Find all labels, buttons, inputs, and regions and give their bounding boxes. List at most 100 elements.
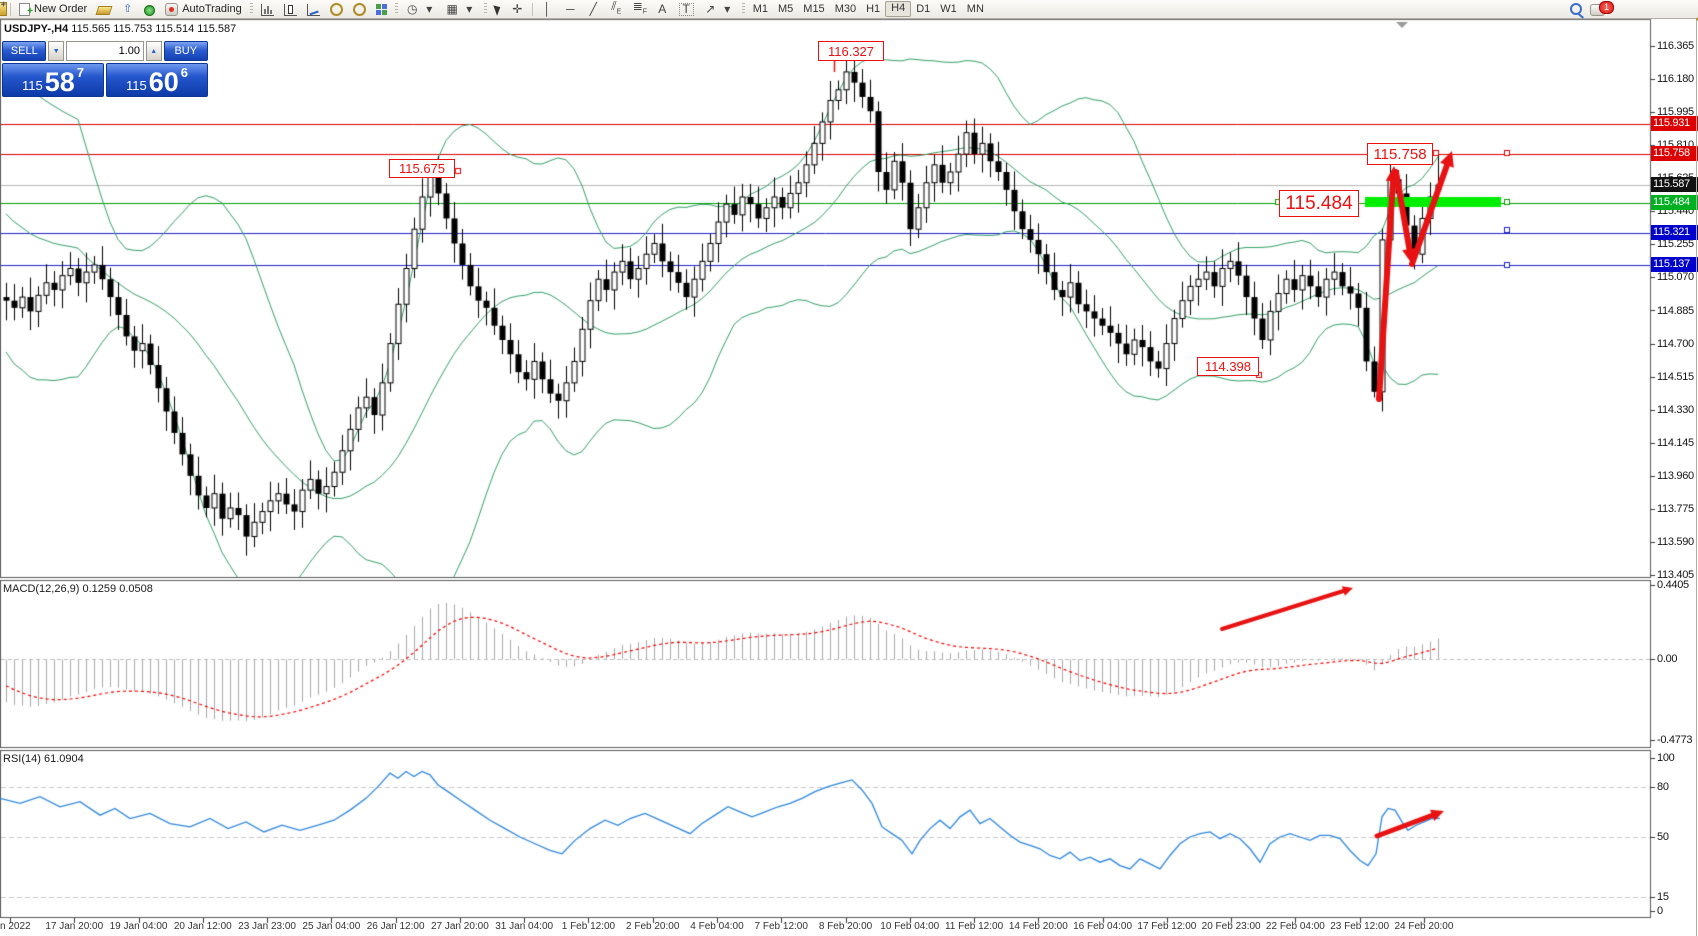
equidistant-channel-icon: ⫽E <box>611 0 622 16</box>
one-click-trading-panel: SELL ▼ ▲ BUY 115 58 7 115 60 6 <box>2 41 208 97</box>
rsi-axis-label: 80 <box>1657 781 1669 793</box>
price-level-badge: 115.321 <box>1651 224 1698 240</box>
volume-decrease-stepper[interactable]: ▼ <box>48 41 64 61</box>
sell-price-panel[interactable]: 115 58 7 <box>2 63 104 97</box>
clock-icon: ◷ <box>406 1 418 16</box>
fibonacci-tool[interactable]: ≣F <box>628 0 651 17</box>
timeframe-button-m5[interactable]: M5 <box>778 3 794 15</box>
timeframe-button-mn[interactable]: MN <box>966 3 984 15</box>
channel-tool[interactable]: ⫽E <box>605 0 628 17</box>
trendline-tool[interactable]: ╱ <box>582 1 605 17</box>
price-annotation-box[interactable]: 115.675 <box>389 159 455 178</box>
time-tick: 17 Feb 12:00 <box>1137 921 1197 932</box>
buy-price-panel[interactable]: 115 60 6 <box>106 63 208 97</box>
template-chart-icon: ▦ <box>446 1 458 16</box>
volume-input[interactable] <box>66 41 144 61</box>
deposit-button[interactable] <box>92 1 116 17</box>
time-tick: 14 Feb 20:00 <box>1008 921 1068 932</box>
toolbar-grip[interactable] <box>249 3 253 15</box>
buy-button[interactable]: BUY <box>163 41 208 61</box>
price-tick: 113.590 <box>1657 535 1694 548</box>
macd-axis-label: -0.4773 <box>1657 734 1693 746</box>
time-tick: 25 Jan 04:00 <box>302 921 361 932</box>
templates-dropdown[interactable]: ▦ ▾ <box>441 1 481 17</box>
macd-axis-label: 0.4405 <box>1657 579 1689 591</box>
toolbar-grip[interactable] <box>483 3 487 15</box>
price-tick: 114.330 <box>1657 403 1694 416</box>
text-label-tool[interactable]: T <box>674 1 699 17</box>
timeframe-button-w1[interactable]: W1 <box>940 3 957 15</box>
time-tick: 4 Feb 04:00 <box>690 921 744 932</box>
price-tick: 115.070 <box>1657 271 1694 284</box>
clipped-toolbar-icon[interactable] <box>0 2 7 16</box>
vertical-line-icon: │ <box>543 1 551 16</box>
time-tick: 16 Feb 04:00 <box>1073 921 1133 932</box>
quote-line: USDJPY-,H4 115.565 115.753 115.514 115.5… <box>4 23 236 35</box>
toolbar-grip[interactable] <box>741 3 745 15</box>
price-tick: 116.365 <box>1657 40 1694 52</box>
buy-price-figure: 115 <box>125 78 147 93</box>
timeframe-button-d1[interactable]: D1 <box>916 3 931 15</box>
price-annotation-box[interactable]: 116.327 <box>818 41 884 61</box>
price-annotation-box[interactable]: 114.398 <box>1197 357 1259 376</box>
timeframe-button-m15[interactable]: M15 <box>803 3 825 15</box>
price-tick: 114.700 <box>1657 337 1694 350</box>
timeframe-button-h1[interactable]: H1 <box>866 3 881 15</box>
macd-label: MACD(12,26,9) 0.1259 0.0508 <box>3 583 153 595</box>
rsi-label: RSI(14) 61.0904 <box>3 753 84 765</box>
crosshair-tool-button[interactable]: ✛ <box>506 1 529 17</box>
time-tick: 17 Jan 20:00 <box>45 921 104 932</box>
toolbar-separator <box>531 2 533 16</box>
cursor-tool-button[interactable] <box>490 1 506 17</box>
timeframe-button-h4[interactable]: H4 <box>885 1 912 17</box>
bar-chart-button[interactable] <box>256 1 279 17</box>
tile-windows-icon <box>375 4 387 15</box>
zoom-out-icon: - <box>1 0 1698 23</box>
signal-icon <box>144 4 156 16</box>
autotrading-icon <box>165 3 179 16</box>
price-tick: 113.960 <box>1657 469 1694 482</box>
search-icon[interactable] <box>1570 3 1584 19</box>
sell-button[interactable]: SELL <box>2 41 47 61</box>
rsi-axis-label: 15 <box>1657 891 1669 903</box>
arrows-tool-dropdown[interactable]: ↗ ▾ <box>699 1 739 17</box>
sell-price-figure: 115 <box>21 78 43 93</box>
toolbar-grip[interactable] <box>394 3 398 15</box>
publish-button[interactable]: ⇧ <box>116 1 139 17</box>
timeframe-button-m30[interactable]: M30 <box>834 3 857 15</box>
indicators-dropdown[interactable]: ◷ ▾ <box>401 1 441 17</box>
price-tick: 114.145 <box>1657 436 1694 449</box>
line-chart-button[interactable] <box>302 1 325 17</box>
sell-price-pips: 58 <box>44 67 75 97</box>
time-tick: 27 Jan 20:00 <box>430 921 489 932</box>
horizontal-line-tool[interactable]: ─ <box>559 1 582 17</box>
macd-axis-label: 0.00 <box>1657 653 1678 665</box>
time-tick: 22 Feb 04:00 <box>1265 921 1325 932</box>
sell-price-point: 7 <box>76 65 84 80</box>
candle-chart-icon <box>283 3 297 16</box>
vertical-line-tool[interactable]: │ <box>536 1 559 17</box>
cursor-icon <box>493 3 503 16</box>
candle-chart-button[interactable] <box>279 1 302 17</box>
time-tick: 24 Feb 20:00 <box>1394 921 1454 932</box>
zoom-out-button[interactable]: - <box>1 0 1698 23</box>
time-tick: 31 Jan 04:00 <box>495 921 554 932</box>
tile-windows-button[interactable] <box>371 1 392 17</box>
price-annotation-box[interactable]: 115.484 <box>1279 190 1359 217</box>
price-tick: 114.515 <box>1657 370 1694 383</box>
chat-icon[interactable]: 1 <box>1590 1 1614 16</box>
arrows-icon: ↗ <box>705 1 716 16</box>
time-tick: 20 Jan 12:00 <box>173 921 232 932</box>
price-annotation-box[interactable]: 115.758 <box>1367 143 1433 165</box>
zoom-in-button[interactable]: + <box>1 0 1698 23</box>
autotrading-button[interactable]: AutoTrading <box>160 1 247 17</box>
new-order-button[interactable]: + New Order <box>14 1 92 17</box>
text-tool[interactable]: A <box>651 1 674 17</box>
text-label-icon: T <box>678 2 694 16</box>
volume-increase-stepper[interactable]: ▲ <box>146 41 162 61</box>
time-tick: 23 Jan 23:00 <box>238 921 296 932</box>
signals-button[interactable] <box>139 1 160 17</box>
timeframe-button-m1[interactable]: M1 <box>752 3 768 15</box>
